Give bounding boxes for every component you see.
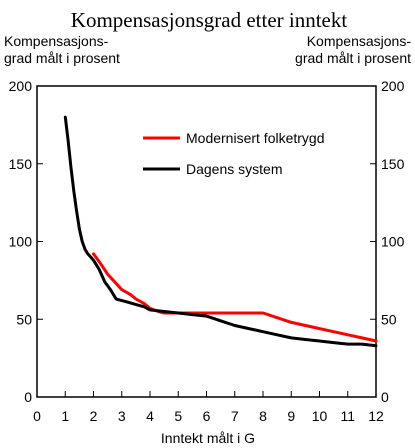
y-axis-label-right-line1: Kompensasjons- <box>307 33 412 49</box>
x-tick-label: 2 <box>90 408 98 424</box>
y-tick-label-right: 200 <box>381 78 405 94</box>
x-axis-label: Inntekt målt i G <box>161 430 255 446</box>
x-tick-label: 9 <box>287 408 295 424</box>
series-line-1 <box>63 115 378 348</box>
legend-label-modernisert: Modernisert folketrygd <box>186 130 325 146</box>
y-tick-label-left: 0 <box>24 389 32 405</box>
y-tick-label-left: 200 <box>9 78 33 94</box>
y-tick-label-right: 100 <box>381 234 405 250</box>
x-tick-label: 5 <box>174 408 182 424</box>
x-tick-label: 4 <box>146 408 154 424</box>
x-tick-label: 10 <box>312 408 328 424</box>
x-tick-label: 6 <box>203 408 211 424</box>
series-line-0 <box>92 252 378 343</box>
x-tick-label: 8 <box>259 408 267 424</box>
x-tick-label: 0 <box>33 408 41 424</box>
y-tick-label-left: 150 <box>9 156 33 172</box>
y-axis-label-left-line2: grad målt i prosent <box>4 50 120 66</box>
x-tick-label: 1 <box>61 408 69 424</box>
legend-label-dagens: Dagens system <box>186 161 282 177</box>
x-tick-label: 3 <box>118 408 126 424</box>
y-axis-label-right-line2: grad målt i prosent <box>295 50 411 66</box>
chart-title: Kompensasjonsgrad etter inntekt <box>71 8 348 32</box>
x-tick-label: 11 <box>340 408 355 424</box>
y-tick-label-left: 100 <box>9 234 33 250</box>
y-tick-label-left: 50 <box>16 311 32 327</box>
x-tick-label: 7 <box>231 408 239 424</box>
y-tick-label-right: 150 <box>381 156 405 172</box>
y-axis-label-left-line1: Kompensasjons- <box>4 33 109 49</box>
series-layer <box>63 115 378 348</box>
x-tick-label: 12 <box>368 408 384 424</box>
legend: Modernisert folketrygd Dagens system <box>143 130 325 177</box>
y-tick-label-right: 50 <box>381 311 397 327</box>
y-tick-label-right: 0 <box>381 389 389 405</box>
